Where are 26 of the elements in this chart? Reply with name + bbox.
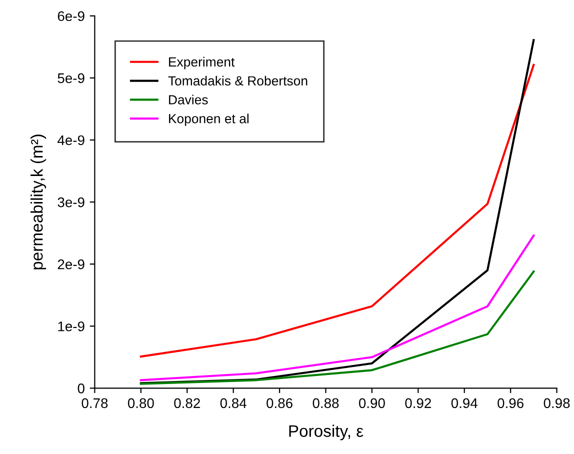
x-tick-label: 0.98 bbox=[544, 398, 570, 408]
y-tick-label: 1e-9 bbox=[58, 321, 84, 332]
y-tick-label: 6e-9 bbox=[58, 11, 84, 22]
y-tick-label: 2e-9 bbox=[58, 259, 84, 270]
legend-label: Davies bbox=[169, 94, 208, 104]
y-tick-label: 3e-9 bbox=[58, 197, 84, 208]
y-axis-title: permeability,k (m²) bbox=[30, 134, 46, 270]
x-tick-label: 0.80 bbox=[128, 398, 154, 408]
line-series bbox=[140, 270, 535, 385]
x-tick-label: 0.92 bbox=[405, 398, 431, 408]
legend-label: Experiment bbox=[169, 56, 235, 70]
x-tick-label: 0.78 bbox=[82, 398, 108, 408]
y-tick-label: 4e-9 bbox=[58, 135, 84, 146]
x-tick-label: 0.84 bbox=[220, 398, 246, 408]
y-tick-label: 0 bbox=[78, 384, 84, 394]
x-tick-label: 0.82 bbox=[174, 398, 200, 408]
legend-label: Tomadakis & Robertson bbox=[168, 76, 308, 86]
y-tick-label: 5e-9 bbox=[58, 73, 84, 84]
x-tick-label: 0.96 bbox=[498, 398, 524, 408]
x-tick-label: 0.86 bbox=[266, 398, 292, 408]
x-tick-label: 0.90 bbox=[358, 398, 385, 408]
x-tick-label: 0.94 bbox=[451, 398, 478, 408]
legend-label: Koponen et al bbox=[169, 114, 248, 126]
x-tick-label: 0.88 bbox=[312, 398, 339, 408]
line-series bbox=[140, 234, 535, 382]
x-axis-title: Porosity, ε bbox=[289, 424, 364, 440]
